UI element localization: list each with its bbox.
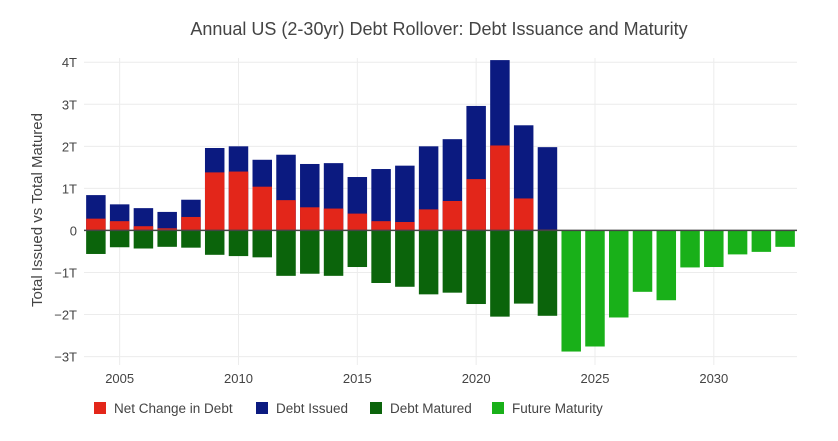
bar-debt-matured-2014 (323, 230, 344, 276)
x-tick-label: 2030 (699, 371, 728, 386)
chart-title: Annual US (2-30yr) Debt Rollover: Debt I… (190, 19, 687, 39)
legend-swatch (492, 402, 504, 414)
bar-debt-matured-2018 (418, 230, 439, 295)
legend-item-debt-matured[interactable]: Debt Matured (370, 401, 472, 416)
bar-debt-matured-2007 (157, 230, 177, 247)
bar-debt-matured-2015 (347, 230, 368, 268)
bar-net-change-in-debt-2012 (276, 200, 296, 231)
bar-net-change-in-debt-2014 (323, 208, 344, 231)
legend-swatch (94, 402, 106, 414)
bar-net-change-in-debt-2018 (418, 209, 439, 231)
bar-future-maturity-2031 (727, 230, 748, 255)
bar-debt-matured-2017 (395, 230, 415, 287)
legend-label: Net Change in Debt (114, 401, 233, 416)
legend-item-debt-issued[interactable]: Debt Issued (256, 401, 348, 416)
bar-net-change-in-debt-2017 (395, 222, 415, 231)
y-tick-label: 1T (62, 181, 77, 196)
bar-future-maturity-2028 (656, 230, 677, 301)
legend-item-net-change-in-debt[interactable]: Net Change in Debt (94, 401, 233, 416)
bar-debt-matured-2021 (490, 230, 510, 317)
bar-debt-issued-2018 (418, 146, 439, 231)
y-tick-label: 0 (70, 223, 77, 238)
x-tick-label: 2010 (224, 371, 253, 386)
y-tick-label: 2T (62, 139, 77, 154)
bar-net-change-in-debt-2006 (133, 226, 154, 231)
bar-net-change-in-debt-2013 (300, 207, 320, 231)
bar-debt-matured-2020 (466, 230, 486, 305)
y-tick-label: −3T (54, 350, 77, 365)
bar-future-maturity-2033 (775, 230, 795, 247)
bar-net-change-in-debt-2015 (347, 213, 368, 231)
y-tick-label: 4T (62, 55, 77, 70)
x-axis-ticks: 2005 2010 2015 2020 2025 2030 (105, 371, 728, 386)
bar-debt-matured-2010 (228, 230, 249, 257)
bar-net-change-in-debt-2021 (490, 145, 510, 231)
bar-future-maturity-2024 (561, 230, 581, 352)
y-tick-label: −2T (54, 308, 77, 323)
bar-debt-matured-2016 (371, 230, 391, 283)
bar-future-maturity-2030 (704, 230, 724, 268)
bar-future-maturity-2026 (609, 230, 629, 318)
legend-label: Debt Matured (390, 401, 472, 416)
bar-debt-matured-2019 (442, 230, 463, 293)
legend[interactable]: Net Change in Debt Debt Issued Debt Mature… (94, 401, 603, 416)
bar-debt-matured-2006 (133, 230, 154, 249)
bar-debt-issued-2023 (537, 147, 558, 231)
bar-net-change-in-debt-2007 (157, 228, 177, 231)
bar-debt-issued-2017 (395, 165, 415, 231)
bar-debt-matured-2009 (204, 230, 225, 255)
bar-net-change-in-debt-2020 (466, 179, 486, 231)
bar-net-change-in-debt-2009 (204, 172, 225, 231)
y-axis-label: Total Issued vs Total Matured (29, 113, 46, 307)
y-tick-label: −1T (54, 265, 77, 280)
legend-swatch (370, 402, 382, 414)
legend-item-future-maturity[interactable]: Future Maturity (492, 401, 603, 416)
bar-debt-matured-2004 (86, 230, 106, 254)
bar-future-maturity-2029 (680, 230, 700, 268)
bar-debt-matured-2012 (276, 230, 296, 276)
bar-debt-matured-2005 (109, 230, 130, 248)
bar-net-change-in-debt-2005 (109, 221, 130, 231)
legend-label: Debt Issued (276, 401, 348, 416)
bar-net-change-in-debt-2016 (371, 221, 391, 231)
y-tick-label: 3T (62, 97, 77, 112)
bar-debt-matured-2023 (537, 230, 558, 316)
bar-net-change-in-debt-2004 (86, 218, 106, 231)
bars (86, 60, 795, 352)
bar-debt-matured-2013 (300, 230, 320, 274)
bar-future-maturity-2032 (751, 230, 772, 252)
bar-debt-issued-2007 (157, 211, 177, 231)
bar-debt-matured-2022 (513, 230, 534, 304)
bar-net-change-in-debt-2010 (228, 171, 249, 231)
bar-debt-matured-2011 (252, 230, 272, 258)
bar-net-change-in-debt-2019 (442, 200, 463, 231)
x-tick-label: 2025 (581, 371, 610, 386)
legend-label: Future Maturity (512, 401, 603, 416)
bar-debt-issued-2016 (371, 169, 391, 231)
legend-swatch (256, 402, 268, 414)
bar-net-change-in-debt-2011 (252, 186, 272, 231)
x-tick-label: 2015 (343, 371, 372, 386)
bar-net-change-in-debt-2022 (513, 198, 534, 231)
bar-net-change-in-debt-2008 (181, 216, 201, 231)
bar-debt-matured-2008 (181, 230, 201, 248)
y-axis-ticks: −3T −2T −1T 0 1T 2T 3T 4T (54, 55, 77, 364)
x-tick-label: 2020 (462, 371, 491, 386)
bar-future-maturity-2027 (632, 230, 653, 292)
bar-future-maturity-2025 (585, 230, 605, 347)
bar-debt-issued-2006 (133, 208, 154, 231)
x-tick-label: 2005 (105, 371, 134, 386)
